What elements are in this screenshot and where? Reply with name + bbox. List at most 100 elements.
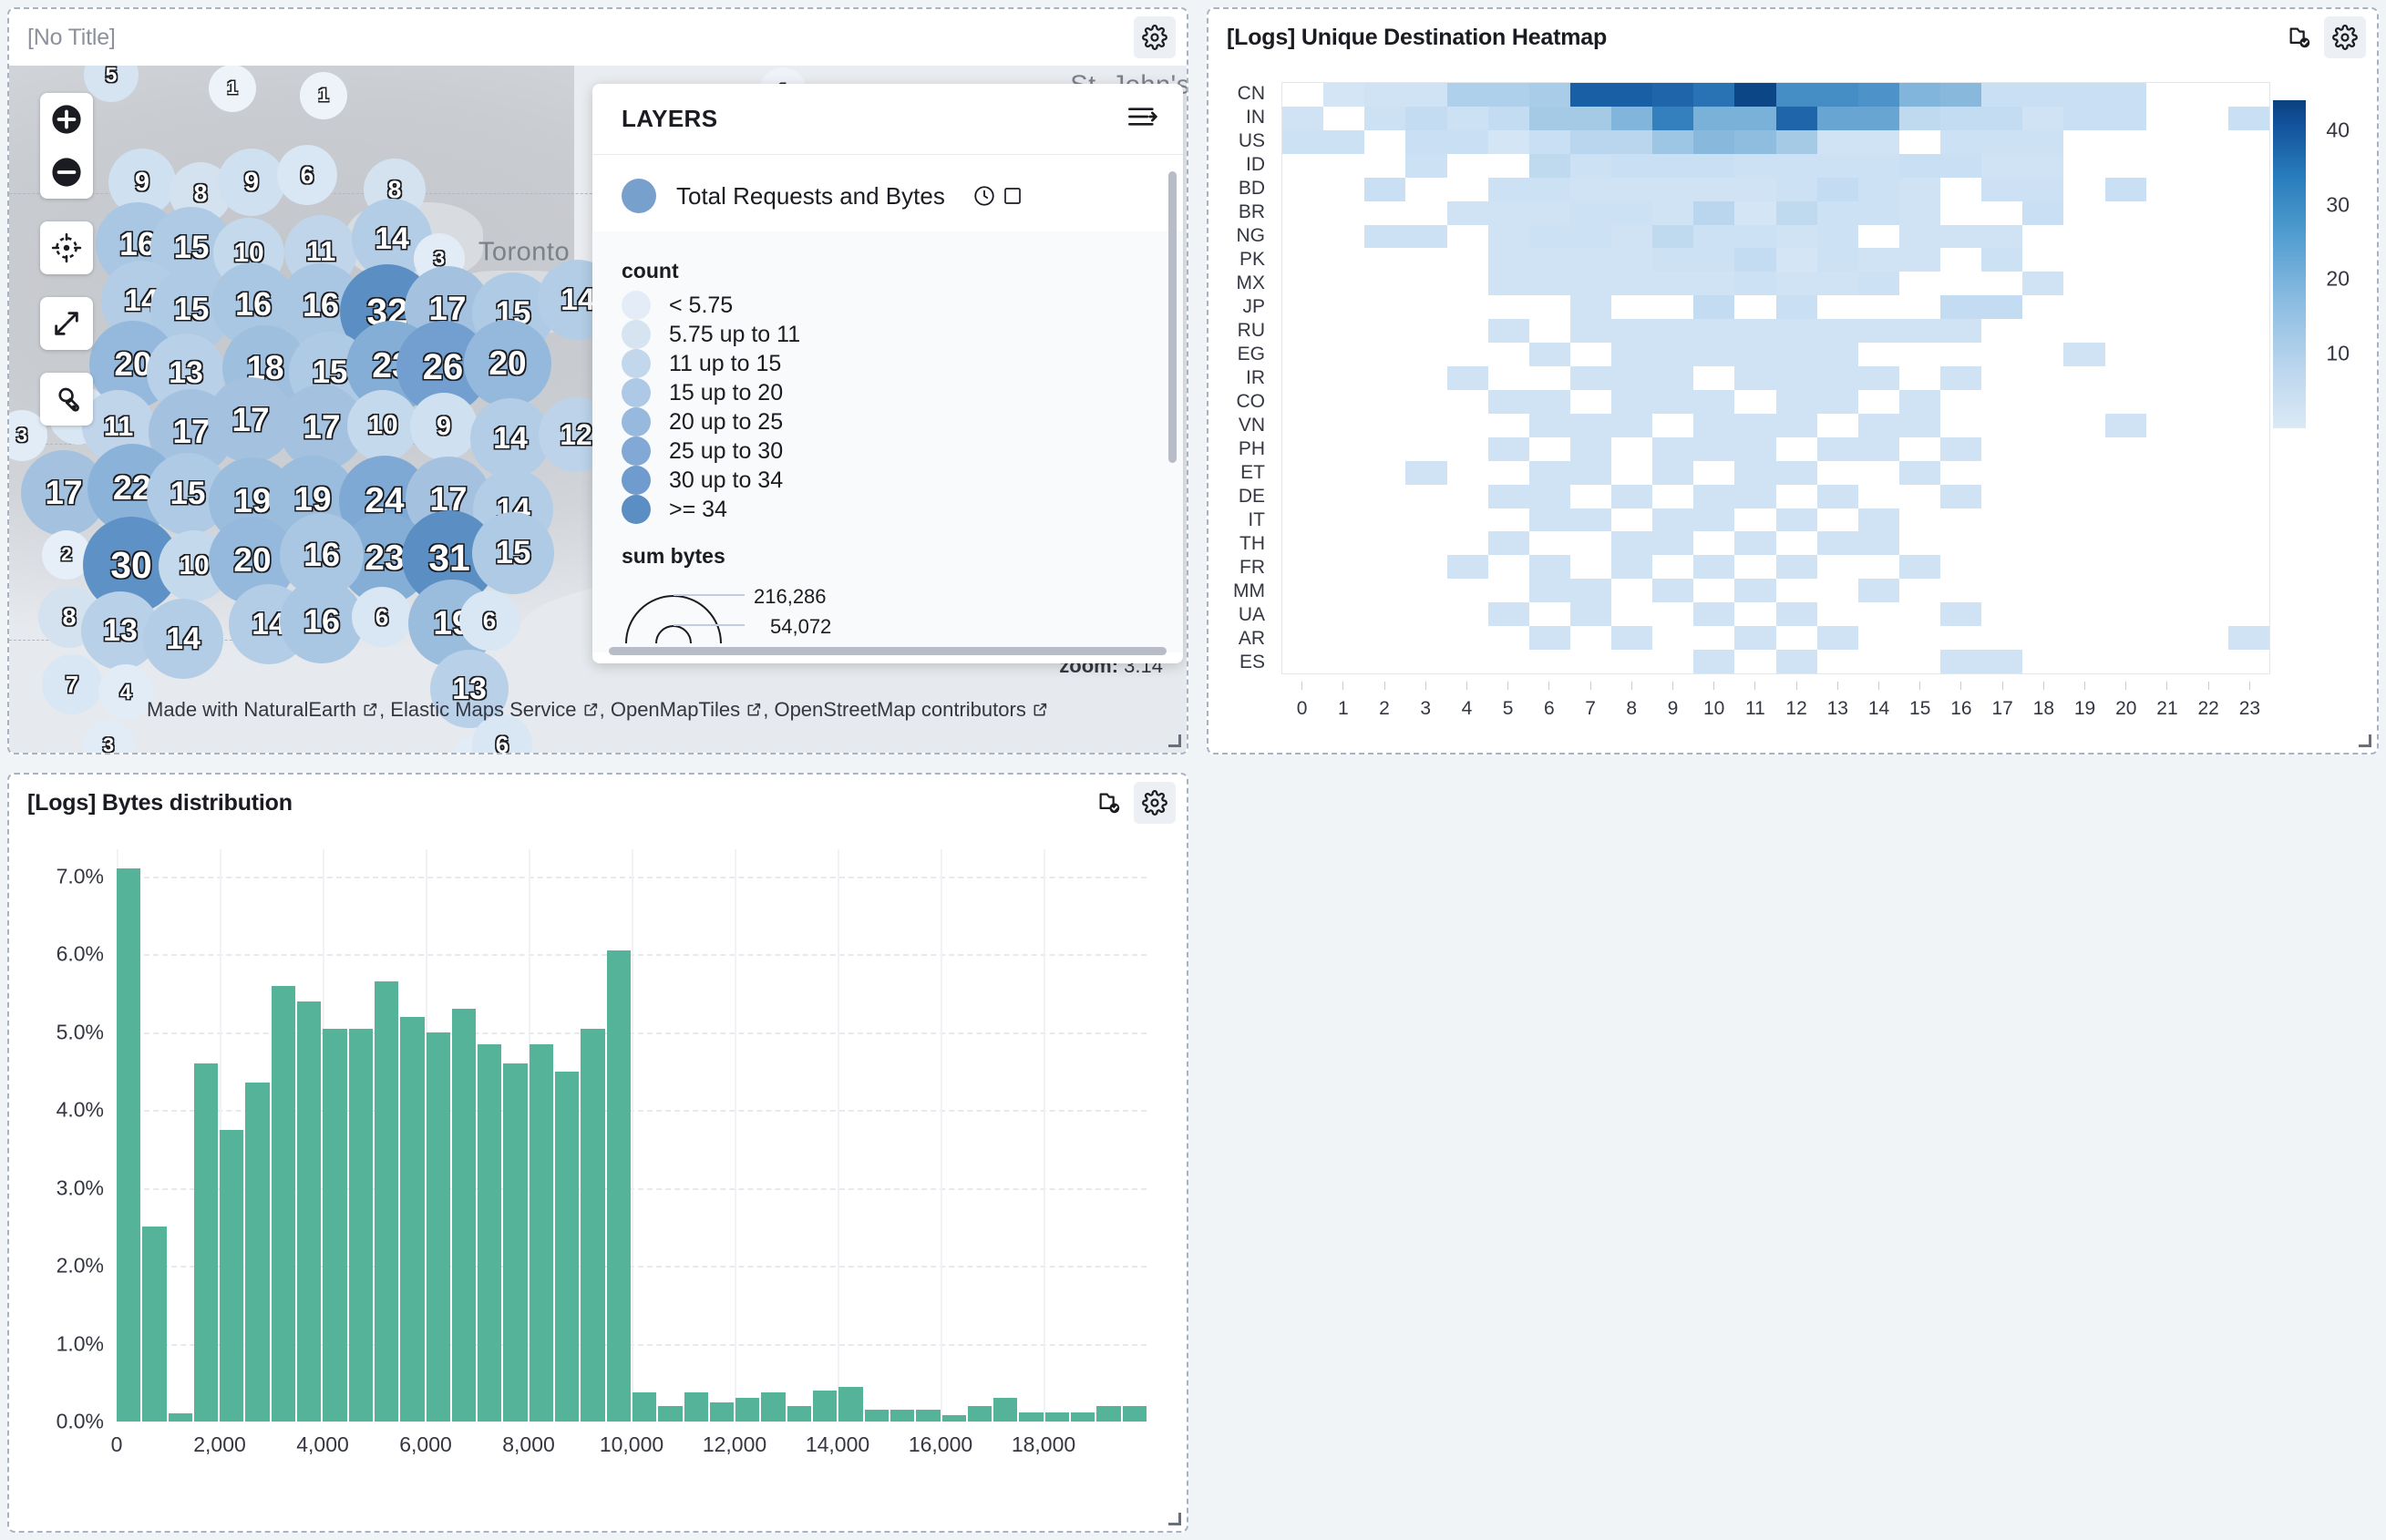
heatmap-cell[interactable] [1898,436,1940,461]
heatmap-cell[interactable] [2104,508,2146,532]
heatmap-cell[interactable] [1446,366,1488,390]
heatmap-cell[interactable] [1323,129,1365,154]
heatmap-cell[interactable] [1775,602,1817,627]
heatmap-cell[interactable] [1734,272,1776,296]
heatmap-cell[interactable] [2227,650,2269,673]
heatmap-cell[interactable] [2022,531,2064,556]
heatmap-cell[interactable] [1528,508,1570,532]
heatmap-cell[interactable] [1487,295,1529,320]
heatmap-cell[interactable] [1405,295,1447,320]
heatmap-cell[interactable] [1981,626,2023,651]
heatmap-cell[interactable] [1528,436,1570,461]
heatmap-cell[interactable] [2227,531,2269,556]
heatmap-cell[interactable] [1940,531,1982,556]
heatmap-cell[interactable] [1775,153,1817,178]
heatmap-cell[interactable] [1775,224,1817,249]
heatmap-cell[interactable] [1857,579,1899,603]
hist-bar[interactable] [374,981,399,1422]
heatmap-cell[interactable] [1857,153,1899,178]
heatmap-cell[interactable] [1282,83,1324,107]
heatmap-cell[interactable] [1611,153,1653,178]
heatmap-cell[interactable] [1734,248,1776,272]
heatmap-cell[interactable] [1323,153,1365,178]
heatmap-cell[interactable] [1282,626,1324,651]
heatmap-cell[interactable] [2186,626,2228,651]
heatmap-cell[interactable] [1405,200,1447,225]
heatmap-cell[interactable] [1487,602,1529,627]
heatmap-cell[interactable] [1446,389,1488,414]
heatmap-cell[interactable] [1487,626,1529,651]
heatmap-cell[interactable] [1898,272,1940,296]
hist-bar[interactable] [709,1401,735,1422]
heatmap-cell[interactable] [2186,413,2228,437]
heatmap-cell[interactable] [1282,224,1324,249]
heatmap-cell[interactable] [2063,83,2105,107]
heatmap-cell[interactable] [1981,413,2023,437]
wrench-icon[interactable] [40,373,93,426]
heatmap-cell[interactable] [1405,555,1447,580]
crosshair-icon[interactable] [40,221,93,274]
heatmap-cell[interactable] [1816,83,1858,107]
heatmap-cell[interactable] [1611,555,1653,580]
heatmap-cell[interactable] [1364,555,1406,580]
map-cluster-marker[interactable]: 3 [9,410,47,461]
heatmap-cell[interactable] [1981,295,2023,320]
heatmap-cell[interactable] [1693,602,1735,627]
heatmap-cell[interactable] [2104,484,2146,508]
saved-object-icon[interactable] [2278,16,2320,58]
heatmap-cell[interactable] [1816,106,1858,130]
heatmap-cell[interactable] [1405,248,1447,272]
heatmap-cell[interactable] [1693,106,1735,130]
heatmap-cell[interactable] [1405,460,1447,485]
heatmap-cell[interactable] [1898,153,1940,178]
heatmap-cell[interactable] [2227,153,2269,178]
heatmap-cell[interactable] [2104,177,2146,201]
heatmap-cell[interactable] [2063,272,2105,296]
heatmap-cell[interactable] [1693,319,1735,344]
heatmap-cell[interactable] [1652,295,1694,320]
heatmap-cell[interactable] [1693,626,1735,651]
heatmap-cell[interactable] [1611,484,1653,508]
heatmap-cell[interactable] [1816,579,1858,603]
heatmap-cell[interactable] [1940,508,1982,532]
heatmap-cell[interactable] [1446,129,1488,154]
heatmap-cell[interactable] [1569,555,1611,580]
heatmap-cell[interactable] [1898,366,1940,390]
heatmap-cell[interactable] [1981,484,2023,508]
heatmap-cell[interactable] [2022,602,2064,627]
heatmap-cell[interactable] [2186,555,2228,580]
heatmap-cell[interactable] [1446,579,1488,603]
heatmap-cell[interactable] [1857,366,1899,390]
heatmap-cell[interactable] [2063,531,2105,556]
heatmap-cell[interactable] [1981,200,2023,225]
heatmap-cell[interactable] [1282,579,1324,603]
heatmap-cell[interactable] [1282,602,1324,627]
heatmap-cell[interactable] [1816,531,1858,556]
heatmap-cell[interactable] [1981,248,2023,272]
heatmap-cell[interactable] [1816,389,1858,414]
heatmap-cell[interactable] [1857,224,1899,249]
heatmap-cell[interactable] [2063,366,2105,390]
heatmap-cell[interactable] [1775,579,1817,603]
gear-icon[interactable] [1134,16,1176,58]
heatmap-cell[interactable] [1857,319,1899,344]
heatmap-cell[interactable] [1364,460,1406,485]
heatmap-cell[interactable] [2104,531,2146,556]
heatmap-cell[interactable] [1898,177,1940,201]
heatmap-cell[interactable] [1940,129,1982,154]
heatmap-cell[interactable] [1652,129,1694,154]
heatmap-cell[interactable] [1693,153,1735,178]
heatmap-cell[interactable] [1569,106,1611,130]
heatmap-cell[interactable] [1816,343,1858,367]
heatmap-cell[interactable] [1652,413,1694,437]
heatmap-cell[interactable] [1282,272,1324,296]
heatmap-cell[interactable] [1775,389,1817,414]
heatmap-cell[interactable] [2063,319,2105,344]
heatmap-cell[interactable] [1693,531,1735,556]
heatmap-cell[interactable] [1981,602,2023,627]
heatmap-cell[interactable] [1282,460,1324,485]
heatmap-cell[interactable] [1652,366,1694,390]
heatmap-cell[interactable] [1857,295,1899,320]
heatmap-cell[interactable] [2063,295,2105,320]
heatmap-cell[interactable] [1857,129,1899,154]
